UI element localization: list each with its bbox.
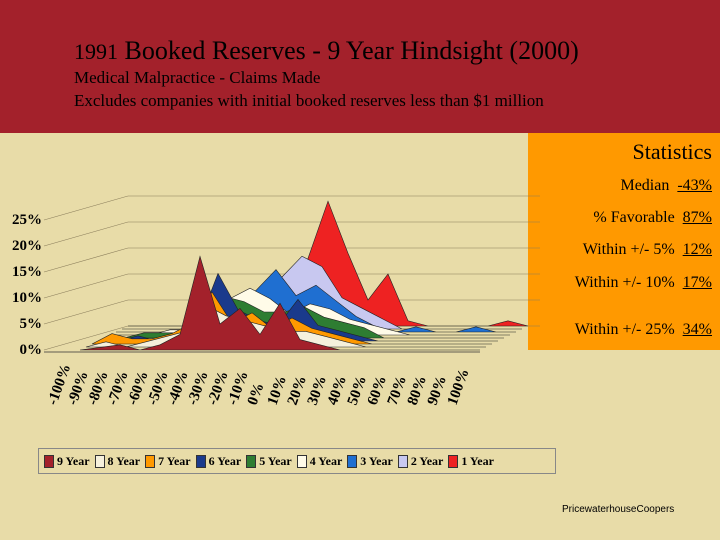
legend-item: 2 Year <box>397 453 444 469</box>
legend-item: 7 Year <box>145 454 191 469</box>
subtitle-line-1: Medical Malpractice - Claims Made <box>74 68 321 87</box>
subtitle-line-2: Excludes companies with initial booked r… <box>74 91 544 110</box>
x-tick-label: 100% <box>445 367 473 408</box>
y-tick-label: 25% <box>12 212 42 228</box>
legend-label: 1 Year <box>461 453 494 468</box>
legend-label: 6 Year <box>208 453 242 468</box>
legend-item: 3 Year <box>347 454 393 469</box>
stat-within-10: Within +/- 10% 17% <box>575 274 712 292</box>
statistics-title: Statistics <box>632 139 712 164</box>
legend-swatch <box>347 454 358 468</box>
legend-swatch <box>246 454 257 468</box>
legend-label: 7 Year <box>158 453 191 468</box>
legend-swatch <box>195 454 206 468</box>
y-tick-label: 20% <box>12 238 42 254</box>
stat-value: 17% <box>682 274 712 291</box>
stat-label: % Favorable <box>593 209 675 226</box>
legend-label: 3 Year <box>360 453 393 468</box>
series-area-9-year <box>79 255 480 351</box>
grid-line <box>43 299 129 325</box>
title-text: Booked Reserves - 9 Year Hindsight (2000… <box>124 36 579 65</box>
y-tick-label: 10% <box>12 290 42 306</box>
stat-value: 12% <box>682 241 712 258</box>
chart-title: 1991 Booked Reserves - 9 Year Hindsight … <box>74 36 579 66</box>
stat-label: Median <box>620 177 670 194</box>
y-tick-label: 5% <box>20 316 43 332</box>
stat-label: Within +/- 10% <box>574 274 675 291</box>
stat-within-25: Within +/- 25% 34% <box>575 321 712 339</box>
legend-item: 1 Year <box>448 454 494 469</box>
legend-swatch <box>44 454 54 468</box>
grid-line <box>43 325 129 351</box>
legend-item: 9 Year <box>44 454 90 469</box>
stat-value: 34% <box>682 321 712 338</box>
legend-label: 4 Year <box>309 453 343 468</box>
legend-swatch <box>145 454 156 468</box>
statistics-panel: Statistics Median -43% % Favorable 87% Wit… <box>528 133 720 350</box>
x-tick-label: 0% <box>245 381 268 408</box>
stat-within-5: Within +/- 5% 12% <box>583 241 712 259</box>
grid-line <box>43 273 129 299</box>
grid-line <box>43 195 129 221</box>
legend-label: 2 Year <box>410 453 444 468</box>
legend-item: 4 Year <box>296 453 343 469</box>
stat-median: Median -43% <box>620 177 712 195</box>
stat-value: 87% <box>682 209 712 226</box>
legend-swatch <box>296 454 307 468</box>
chart-legend: 9 Year 8 Year 7 Year 6 Year 5 Year 4 Year 3 Ye… <box>38 448 556 474</box>
legend-label: 5 Year <box>259 453 292 468</box>
y-tick-label: 0% <box>20 342 43 358</box>
stat-favorable: % Favorable 87% <box>593 209 712 227</box>
title-year: 1991 <box>74 39 118 64</box>
legend-swatch <box>94 454 105 468</box>
grid-line <box>43 247 129 273</box>
y-tick-label: 15% <box>12 264 42 280</box>
legend-label: 8 Year <box>107 453 141 468</box>
stat-value: -43% <box>677 177 712 194</box>
legend-label: 9 Year <box>57 453 90 468</box>
grid-line <box>43 221 129 247</box>
legend-item: 8 Year <box>94 453 141 469</box>
stat-label: Within +/- 25% <box>574 321 675 338</box>
legend-swatch <box>448 454 459 468</box>
footer-brand: PricewaterhouseCoopers <box>562 504 675 515</box>
legend-item: 6 Year <box>195 453 242 469</box>
title-banner: 1991 Booked Reserves - 9 Year Hindsight … <box>0 0 720 133</box>
legend-swatch <box>397 454 408 468</box>
stat-label: Within +/- 5% <box>582 241 675 258</box>
legend-item: 5 Year <box>246 454 292 469</box>
area-chart: 25%20%15%10%5%0%-100%-90%-80%-70%-60%-50… <box>12 195 540 408</box>
